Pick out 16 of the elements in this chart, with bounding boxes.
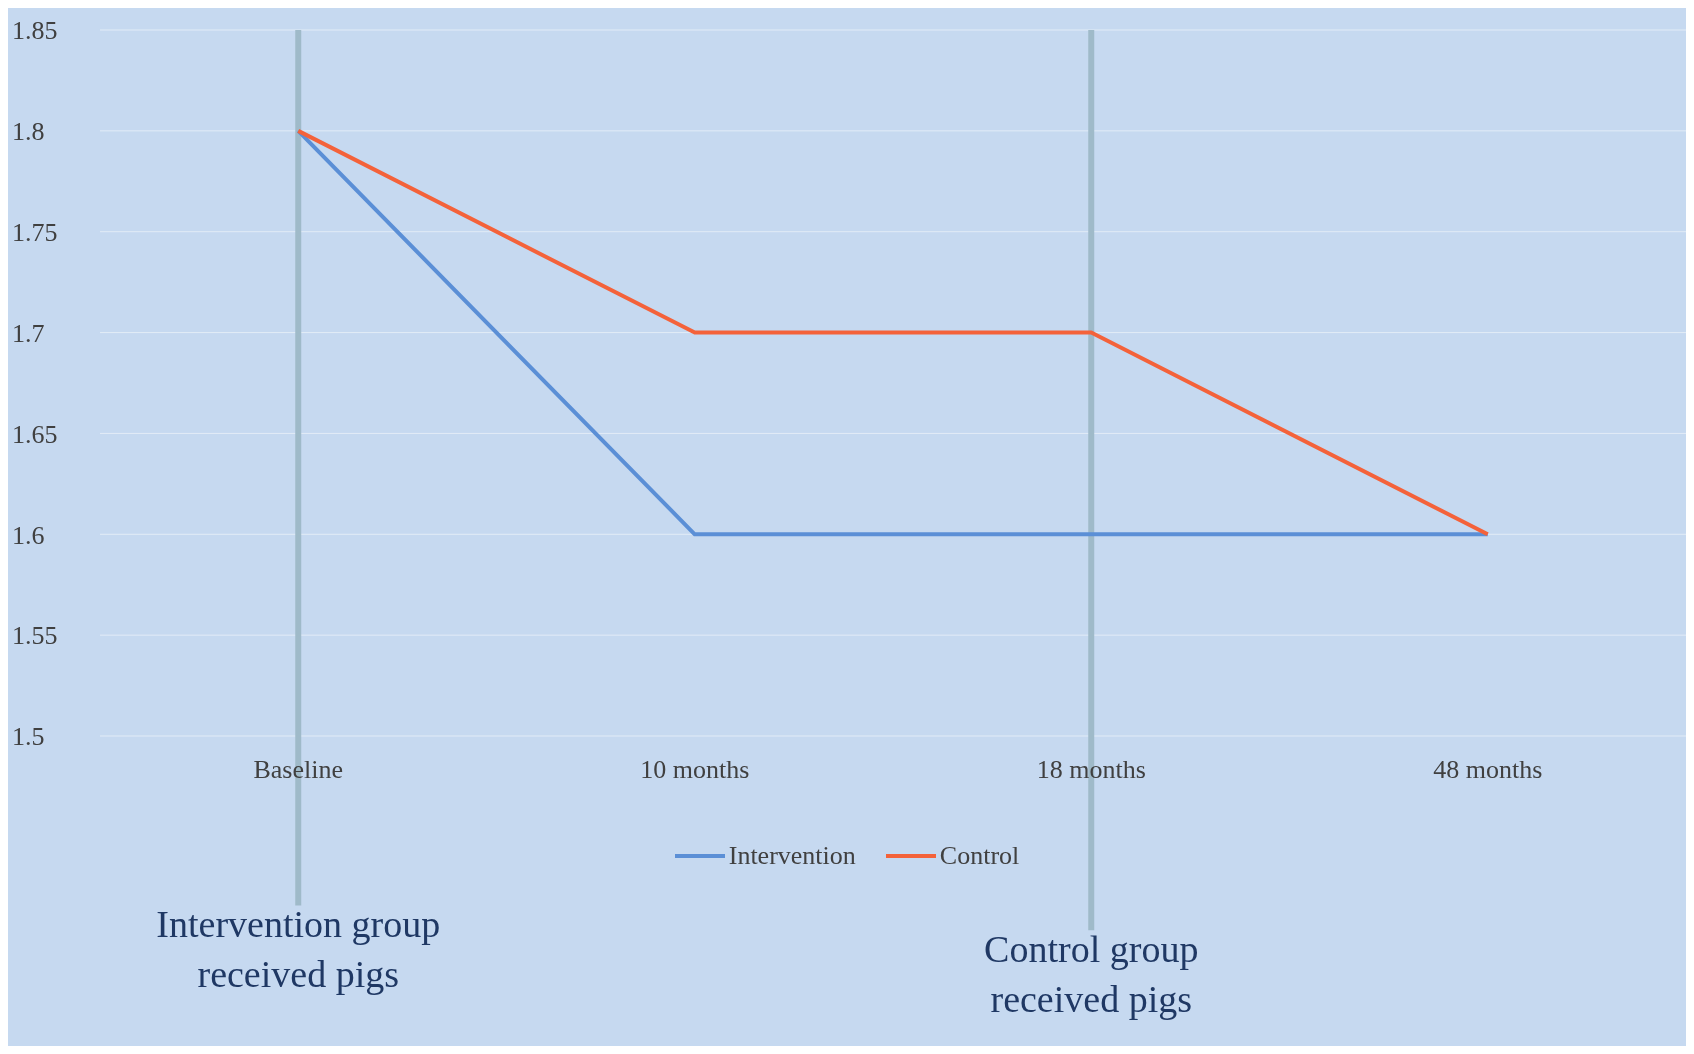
y-tick-label: 1.75 <box>12 217 58 247</box>
y-tick-label: 1.5 <box>12 722 45 752</box>
ref-line-label: Intervention group received pigs <box>156 903 441 996</box>
x-tick-label: Baseline <box>253 755 344 785</box>
legend-label: Intervention <box>727 841 856 871</box>
y-tick-label: 1.7 <box>12 318 45 348</box>
y-tick-label: 1.85 <box>12 16 58 46</box>
y-tick-label: 1.8 <box>12 117 45 147</box>
ref-line-label: Control group received pigs <box>984 928 1199 1021</box>
y-tick-label: 1.65 <box>12 419 58 449</box>
y-tick-label: 1.55 <box>12 621 58 651</box>
x-tick-label: 10 months <box>640 755 750 785</box>
legend-label: Control <box>938 841 1020 871</box>
y-tick-label: 1.6 <box>12 520 45 550</box>
x-tick-label: 18 months <box>1036 755 1146 785</box>
x-tick-label: 48 months <box>1433 755 1543 785</box>
